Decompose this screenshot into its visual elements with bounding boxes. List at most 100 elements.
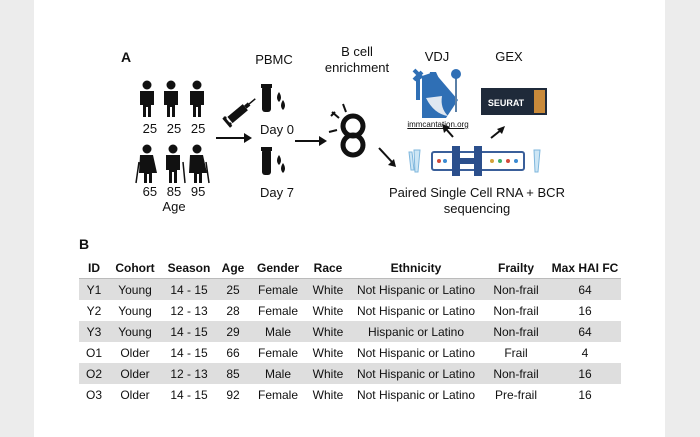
cell-id: Y2 xyxy=(86,303,102,318)
column-header-max-hai-fc: Max HAI FC xyxy=(549,257,621,279)
cell-age: 92 xyxy=(226,387,240,402)
cell-race: White xyxy=(307,363,349,384)
older-person-icon xyxy=(135,144,157,184)
seurat-logo-icon xyxy=(481,88,547,115)
cell-max-hai-fc: 16 xyxy=(549,363,621,384)
pbmc-label: PBMC xyxy=(255,52,293,67)
column-header-age: Age xyxy=(217,257,249,279)
table-row: O1 Older 14 - 15 66 Female White Not His… xyxy=(79,342,621,363)
column-header-id: ID xyxy=(79,257,109,279)
older-person-icon xyxy=(166,144,186,184)
bcell-label-line1: B cell xyxy=(341,44,373,59)
seurat-logo-text: SEURAT xyxy=(488,98,525,108)
cell-gender: Female xyxy=(249,278,307,300)
column-header-cohort: Cohort xyxy=(109,257,161,279)
cell-race: White xyxy=(312,345,344,360)
cell-race: White xyxy=(307,321,349,342)
cell-cohort: Young xyxy=(109,278,161,300)
cell-gender: Female xyxy=(257,345,298,360)
cell-id: O3 xyxy=(85,387,102,402)
cell-frailty: Non-frail xyxy=(483,278,549,300)
cell-age: 66 xyxy=(226,345,240,360)
sequencing-label-line2: sequencing xyxy=(443,201,511,216)
table-row: Y3 Young 14 - 15 29 Male White Hispanic … xyxy=(79,321,621,342)
older-ages-label: 65 85 95 xyxy=(142,184,206,199)
bcell-label-line2: enrichment xyxy=(324,60,390,75)
cell-ethnicity: Not Hispanic or Latino xyxy=(356,387,476,402)
cell-season: 12 - 13 xyxy=(161,363,217,384)
older-person-icon xyxy=(189,144,210,184)
immcantation-wizard-icon xyxy=(412,68,461,118)
cell-ethnicity: Not Hispanic or Latino xyxy=(356,303,476,318)
cell-ethnicity: Hispanic or Latino xyxy=(349,321,483,342)
figure-page: A B xyxy=(34,0,665,437)
cell-gender: Female xyxy=(257,303,298,318)
day7-label: Day 7 xyxy=(260,185,294,200)
table-header-row: ID Cohort Season Age Gender Race Ethnici… xyxy=(79,257,621,279)
cell-max-hai-fc: 16 xyxy=(578,387,592,402)
cell-id: Y3 xyxy=(79,321,109,342)
vdj-label: VDJ xyxy=(424,49,450,64)
schematic-graphics: SEURAT xyxy=(135,68,547,184)
blood-tube-icon xyxy=(261,147,285,175)
young-person-icon xyxy=(140,80,154,117)
cell-race: White xyxy=(312,387,344,402)
cell-max-hai-fc: 16 xyxy=(578,303,592,318)
column-header-season: Season xyxy=(161,257,217,279)
young-ages-label: 25 25 25 xyxy=(142,121,206,136)
cell-ethnicity: Not Hispanic or Latino xyxy=(349,363,483,384)
day0-label: Day 0 xyxy=(260,122,294,137)
cell-age: 85 xyxy=(217,363,249,384)
cell-race: White xyxy=(312,303,344,318)
cell-frailty: Non-frail xyxy=(483,321,549,342)
cell-max-hai-fc: 4 xyxy=(581,345,589,360)
table-row: Y1 Young 14 - 15 25 Female White Not His… xyxy=(79,278,621,300)
cell-ethnicity: Not Hispanic or Latino xyxy=(356,345,476,360)
schematic-panel-a: SEURAT 25 25 25 xyxy=(34,0,665,230)
cell-max-hai-fc: 64 xyxy=(549,321,621,342)
cell-season: 12 - 13 xyxy=(170,303,208,318)
cell-age: 29 xyxy=(217,321,249,342)
gex-label: GEX xyxy=(495,49,523,64)
age-axis-label: Age xyxy=(162,199,186,214)
column-header-gender: Gender xyxy=(249,257,307,279)
table-row: Y2 Young 12 - 13 28 Female White Not His… xyxy=(79,300,621,321)
cell-cohort: Young xyxy=(109,321,161,342)
cell-max-hai-fc: 64 xyxy=(549,278,621,300)
cell-gender: Male xyxy=(249,321,307,342)
cell-frailty: Frail xyxy=(504,345,528,360)
cell-cohort: Older xyxy=(120,345,150,360)
cell-id: O2 xyxy=(79,363,109,384)
young-person-icon xyxy=(190,80,204,117)
table-row: O2 Older 12 - 13 85 Male White Not Hispa… xyxy=(79,363,621,384)
cell-season: 14 - 15 xyxy=(161,278,217,300)
sequencing-chip-icon xyxy=(408,146,541,176)
cell-id: Y1 xyxy=(79,278,109,300)
cell-cohort: Older xyxy=(109,363,161,384)
cell-age: 25 xyxy=(217,278,249,300)
cell-frailty: Pre-frail xyxy=(494,387,537,402)
cell-cohort: Young xyxy=(118,303,152,318)
cell-race: White xyxy=(307,278,349,300)
panel-label-b: B xyxy=(79,236,90,252)
cell-cohort: Older xyxy=(120,387,150,402)
cell-frailty: Non-frail xyxy=(493,303,539,318)
column-header-ethnicity: Ethnicity xyxy=(349,257,483,279)
sequencing-label-line1: Paired Single Cell RNA + BCR xyxy=(389,185,565,200)
bcell-cluster-icon xyxy=(340,113,366,158)
immcantation-url: immcantation.org xyxy=(407,120,469,129)
cell-season: 14 - 15 xyxy=(170,387,208,402)
column-header-frailty: Frailty xyxy=(483,257,549,279)
cell-gender: Male xyxy=(249,363,307,384)
blood-tube-icon xyxy=(261,84,285,112)
cell-season: 14 - 15 xyxy=(161,321,217,342)
column-header-race: Race xyxy=(307,257,349,279)
young-person-icon xyxy=(164,80,178,117)
cell-gender: Female xyxy=(257,387,298,402)
panel-label-a: A xyxy=(121,49,132,65)
cell-ethnicity: Not Hispanic or Latino xyxy=(349,278,483,300)
table-row: O3 Older 14 - 15 92 Female White Not His… xyxy=(79,384,621,405)
cohort-metadata-table: ID Cohort Season Age Gender Race Ethnici… xyxy=(79,257,621,405)
cell-id: O1 xyxy=(85,345,102,360)
cell-frailty: Non-frail xyxy=(483,363,549,384)
